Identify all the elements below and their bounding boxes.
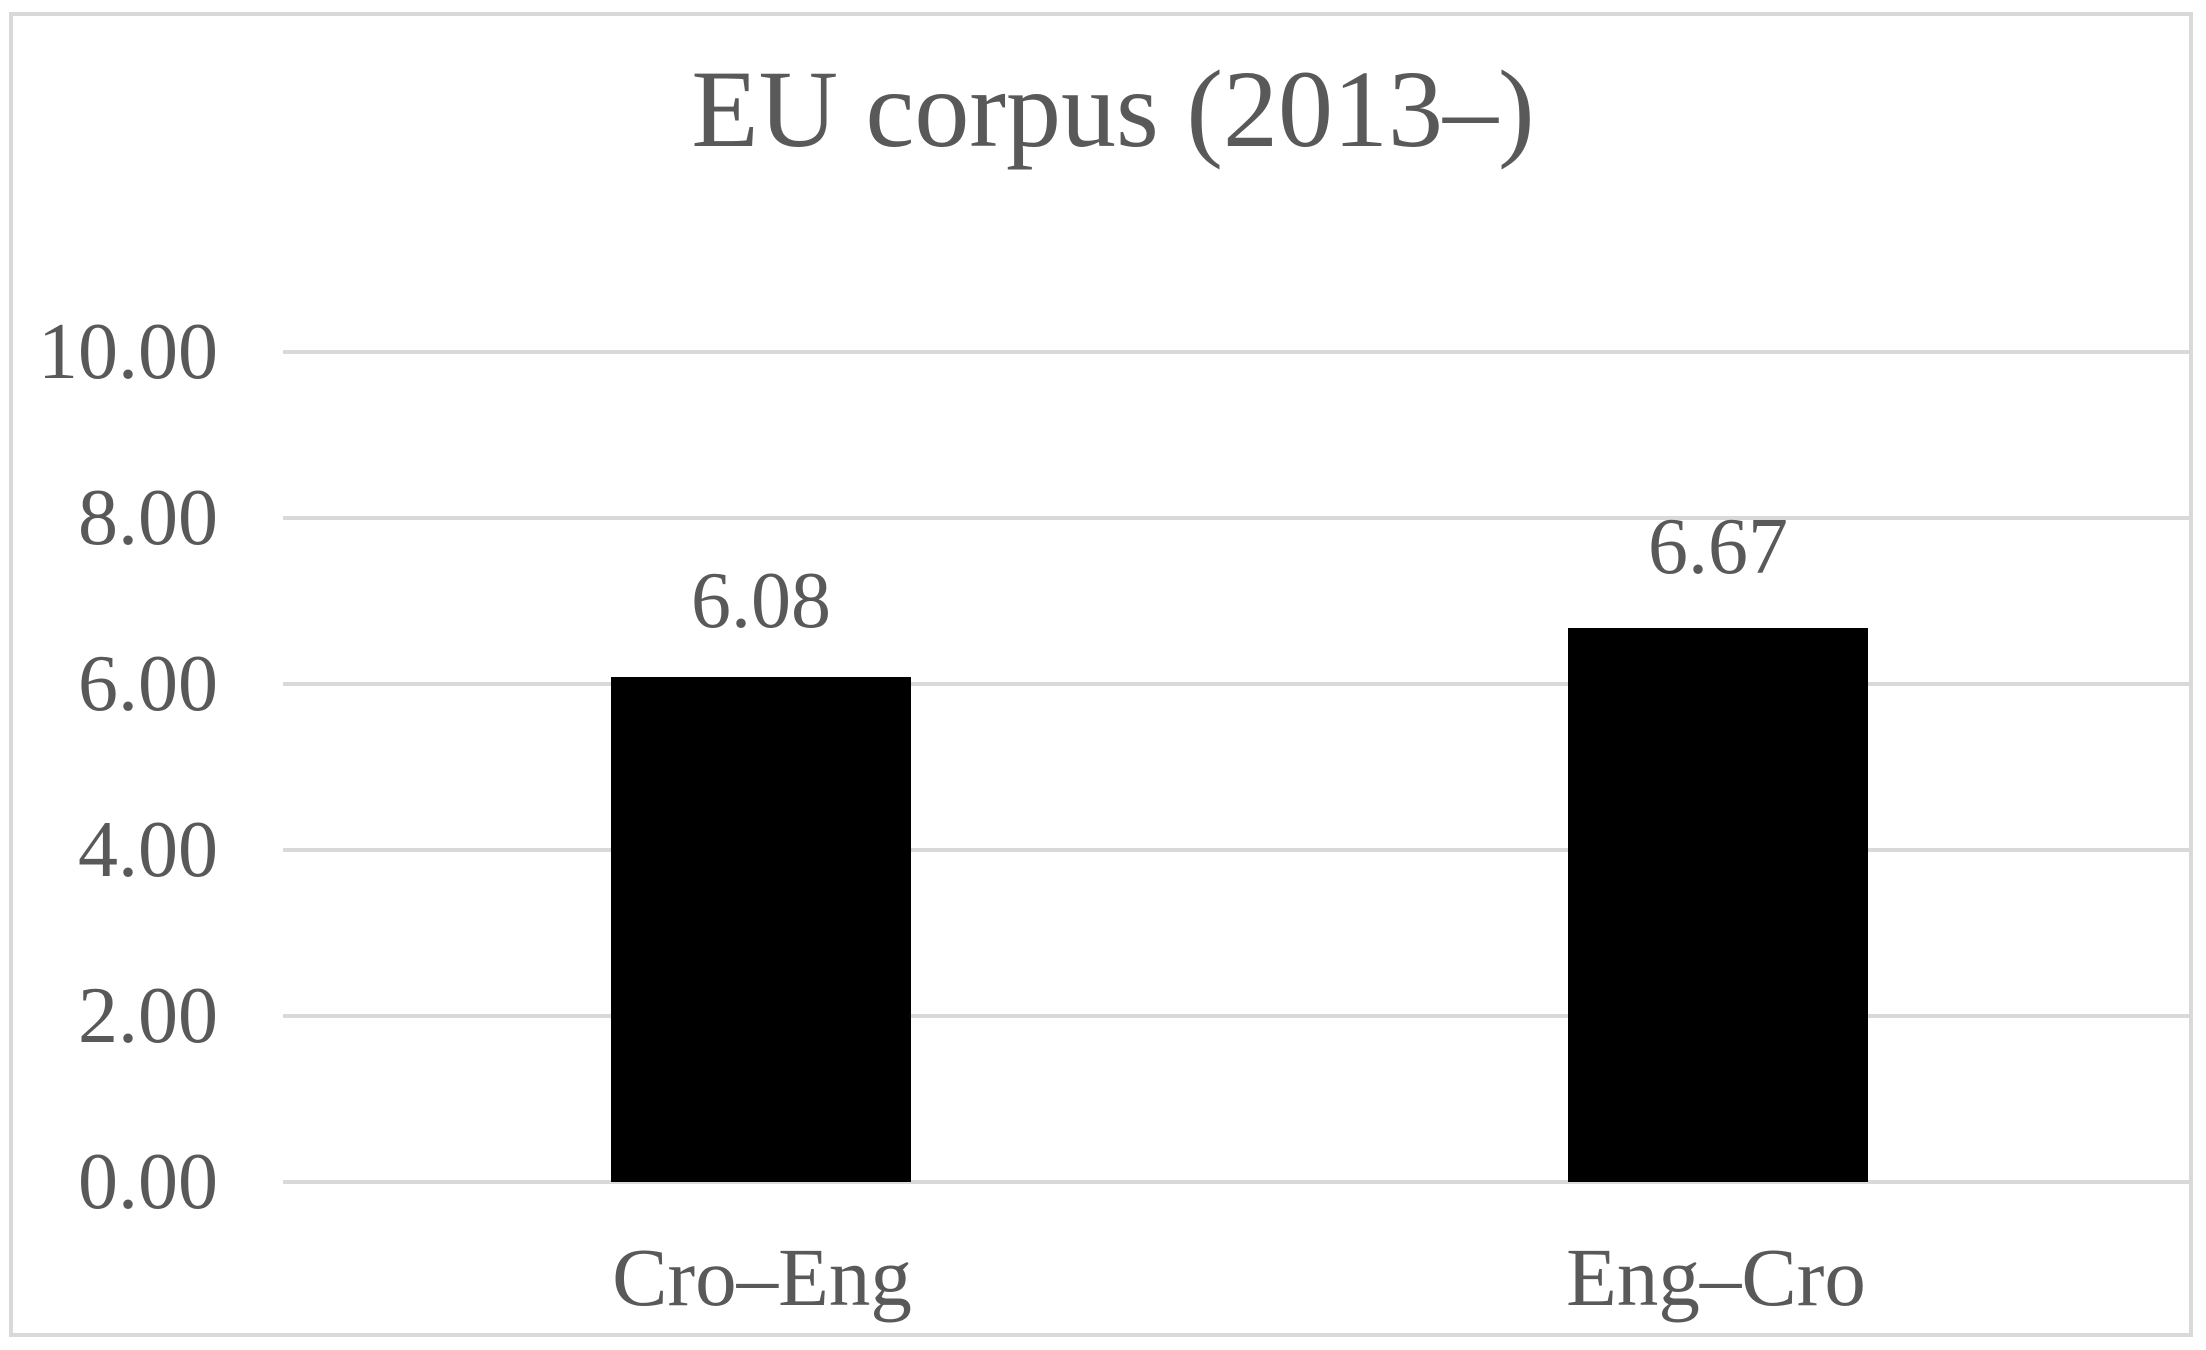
plot-area [283,350,2193,1184]
y-axis-tick-label: 4.00 [78,806,218,894]
y-axis-tick-label: 10.00 [38,308,218,396]
gridline [283,682,2193,686]
x-axis-category-label-eng-cro: Eng–Cro [1566,1231,1866,1323]
data-label-cro-eng: 6.08 [691,557,831,645]
x-axis-category-label-cro-eng: Cro–Eng [612,1231,912,1323]
y-axis-tick-label: 2.00 [78,972,218,1060]
data-label-eng-cro: 6.67 [1648,503,1788,591]
gridline [283,516,2193,520]
y-axis-tick-label: 0.00 [78,1138,218,1226]
y-axis-tick-label: 6.00 [78,640,218,728]
gridline [283,350,2193,354]
gridline [283,1180,2193,1184]
bar-eng-cro [1568,628,1868,1182]
y-axis-tick-label: 8.00 [78,474,218,562]
chart-title: EU corpus (2013–) [691,48,1535,170]
bar-cro-eng [611,677,911,1182]
gridline [283,1014,2193,1018]
gridline [283,848,2193,852]
